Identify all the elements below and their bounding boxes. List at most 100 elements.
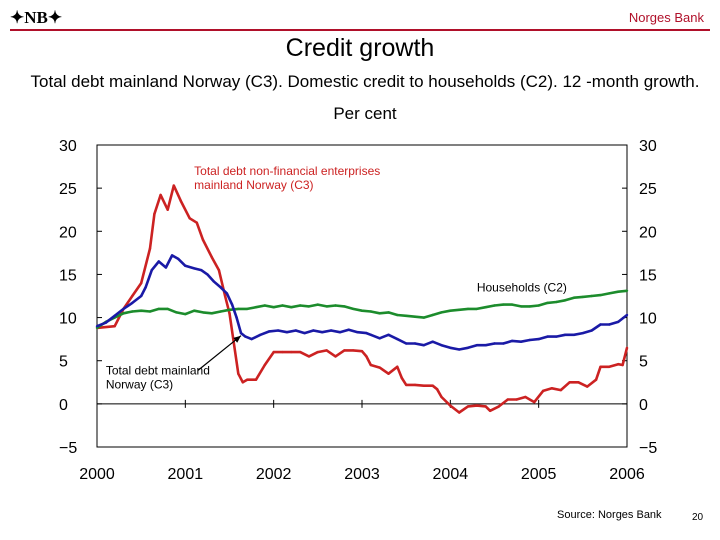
data-point [405,342,408,345]
data-point [449,346,452,349]
data-point [625,289,629,292]
data-point [201,311,205,314]
data-point [131,294,134,298]
data-point [140,309,143,312]
series-0 [95,184,629,414]
y-tick-label-left: 15 [59,267,77,284]
data-point [555,335,558,338]
data-point [617,363,620,366]
data-point [144,286,147,289]
data-point [484,306,487,309]
data-point [230,303,234,306]
data-point [285,331,289,334]
data-point [179,199,183,203]
data-point [184,312,187,316]
data-point [276,329,280,332]
data-point [219,310,222,313]
data-point [246,378,249,381]
slide-title: Credit growth [285,34,435,62]
series-line-0 [96,184,629,414]
data-point [581,295,584,299]
data-point [268,330,271,333]
data-point [599,365,602,368]
data-point [113,314,116,317]
source-note: Source: Norges Bank [557,509,662,521]
data-point [369,310,372,313]
header-divider [10,29,710,31]
data-point [356,331,359,334]
data-point [281,304,284,307]
data-point [307,305,311,308]
data-point [546,301,549,305]
data-point [422,384,425,387]
data-point [458,411,461,414]
data-point [104,321,108,324]
data-point [511,303,514,306]
data-point [586,385,589,388]
x-tick-label: 2004 [433,466,469,483]
data-point [259,333,262,336]
data-point [294,329,297,332]
data-point [188,217,191,220]
data-point [210,256,213,259]
data-point [550,387,554,390]
y-tick-label-right: 25 [639,181,657,198]
data-point [378,366,381,369]
data-point [511,339,514,343]
annotation-line: Norway (C3) [106,378,173,392]
y-tick-label-left: 0 [59,397,68,414]
data-point [153,212,156,216]
data-point [312,329,315,332]
x-tick-label: 2003 [344,466,380,483]
data-point [581,331,584,335]
data-point [316,350,319,354]
data-point [528,338,531,342]
data-point [466,346,470,349]
data-point [303,331,306,335]
data-point [396,337,399,341]
data-point [541,389,545,393]
data-point [159,193,162,197]
data-point [166,307,169,311]
data-point [440,311,443,314]
data-point [334,304,337,307]
data-point [263,363,266,367]
data-point [440,344,443,347]
data-point [590,294,593,298]
data-point [122,312,125,315]
data-point [515,398,518,401]
data-point [564,333,567,336]
data-point [299,304,302,307]
y-tick-label-left: 25 [59,181,77,198]
data-point [519,305,523,308]
data-point [617,320,620,324]
data-point [254,306,258,309]
data-point [239,331,243,335]
annotation-0: Total debt non-financial enterprises main… [194,164,380,192]
data-point [475,307,478,311]
data-point [493,304,496,307]
data-point [223,294,227,298]
data-point [484,344,487,347]
data-point [555,300,558,304]
annotation-2: Total debt mainland Norway (C3) [106,364,210,392]
data-point [193,309,196,312]
data-point [396,365,399,368]
y-tick-label-right: 5 [639,354,648,371]
data-point [431,384,434,387]
data-point [497,405,501,408]
data-point [206,273,209,276]
bank-name: Norges Bank [628,10,704,25]
data-point [177,257,180,261]
data-point [140,294,143,298]
data-point [502,342,505,345]
y-tick-label-right: 20 [639,224,657,241]
data-point [122,307,125,311]
y-tick-label-right: 30 [639,138,657,155]
x-tick-label: 2005 [521,466,557,483]
x-tick-label: 2001 [168,466,204,483]
data-point [431,340,434,343]
data-point [164,266,168,269]
data-point [458,308,461,311]
